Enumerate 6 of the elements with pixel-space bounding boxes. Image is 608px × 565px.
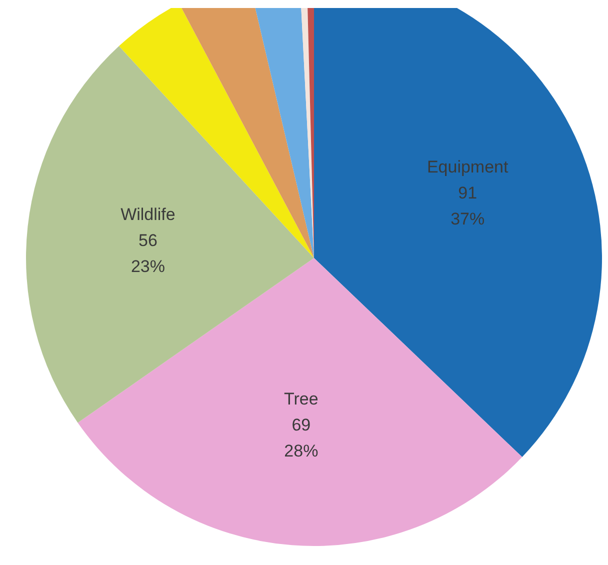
data-label: 91 37% <box>450 183 485 228</box>
slice-label: Equipment <box>426 157 509 176</box>
data-label: 56 23% <box>130 230 165 276</box>
data-label: 69 28% <box>284 416 318 461</box>
slice-label: Tree <box>284 390 318 409</box>
slice-label: Wildlife <box>120 204 176 224</box>
